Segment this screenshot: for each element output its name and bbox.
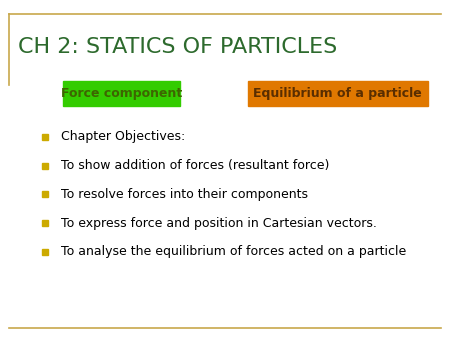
Text: Force component: Force component	[61, 87, 182, 100]
FancyBboxPatch shape	[248, 81, 428, 106]
Text: To resolve forces into their components: To resolve forces into their components	[61, 188, 308, 201]
FancyBboxPatch shape	[63, 81, 180, 106]
Text: Equilibrium of a particle: Equilibrium of a particle	[253, 87, 422, 100]
Text: Chapter Objectives:: Chapter Objectives:	[61, 130, 185, 143]
Text: To express force and position in Cartesian vectors.: To express force and position in Cartesi…	[61, 217, 377, 230]
Text: To analyse the equilibrium of forces acted on a particle: To analyse the equilibrium of forces act…	[61, 245, 406, 258]
Text: CH 2: STATICS OF PARTICLES: CH 2: STATICS OF PARTICLES	[18, 37, 337, 57]
Text: To show addition of forces (resultant force): To show addition of forces (resultant fo…	[61, 159, 329, 172]
